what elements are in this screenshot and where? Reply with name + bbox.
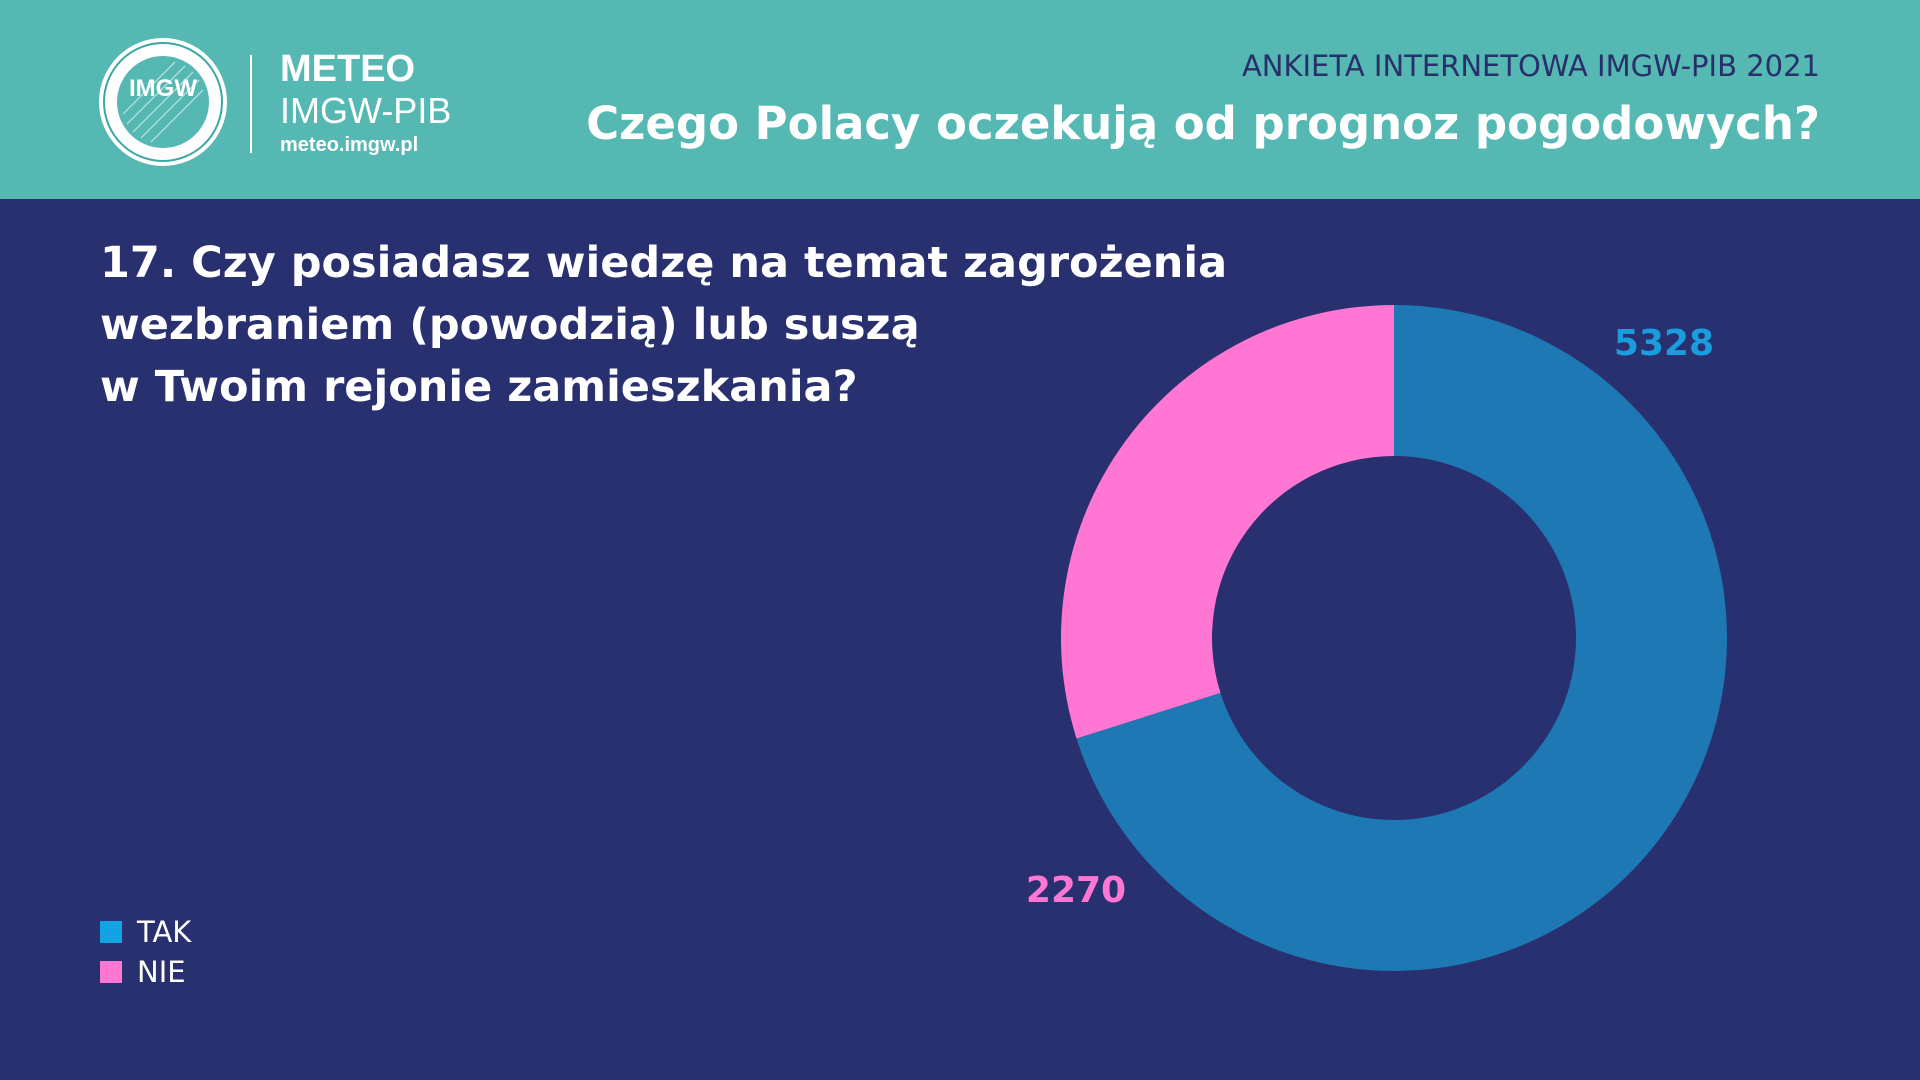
survey-label: ANKIETA INTERNETOWA IMGW-PIB 2021 bbox=[1241, 49, 1820, 83]
brand-meteo: METEO bbox=[280, 48, 416, 90]
data-label-nie: 2270 bbox=[1026, 870, 1126, 911]
legend-label-tak: TAK bbox=[137, 914, 192, 949]
legend-label-nie: NIE bbox=[137, 954, 186, 989]
survey-title: Czego Polacy oczekują od prognoz pogodow… bbox=[586, 97, 1820, 150]
legend-item-nie: NIE bbox=[100, 952, 191, 992]
legend-item-tak: TAK bbox=[100, 912, 191, 952]
logo-divider bbox=[250, 55, 252, 153]
imgw-logo-seal: IMGW bbox=[99, 38, 227, 166]
legend-swatch-nie bbox=[100, 961, 122, 983]
logo-text-im: IMGW bbox=[129, 75, 197, 102]
legend-swatch-tak bbox=[100, 921, 122, 943]
question-line-2: wezbraniem (powodzią) lub suszą bbox=[100, 300, 920, 350]
donut-slice-tak bbox=[1076, 305, 1728, 972]
donut-slice-nie bbox=[1061, 305, 1394, 739]
data-label-tak: 5328 bbox=[1614, 323, 1714, 364]
question-line-1: 17. Czy posiadasz wiedzę na temat zagroż… bbox=[100, 238, 1228, 288]
brand-imgw-pib: IMGW-PIB bbox=[280, 90, 452, 131]
question-title: 17. Czy posiadasz wiedzę na temat zagroż… bbox=[100, 232, 1227, 418]
brand-url[interactable]: meteo.imgw.pl bbox=[280, 134, 419, 156]
question-line-3: w Twoim rejonie zamieszkania? bbox=[100, 362, 858, 412]
header-banner: IMGW METEO IMGW-PIB meteo.imgw.pl ANKIET… bbox=[0, 0, 1920, 199]
chart-legend: TAK NIE bbox=[100, 912, 191, 992]
